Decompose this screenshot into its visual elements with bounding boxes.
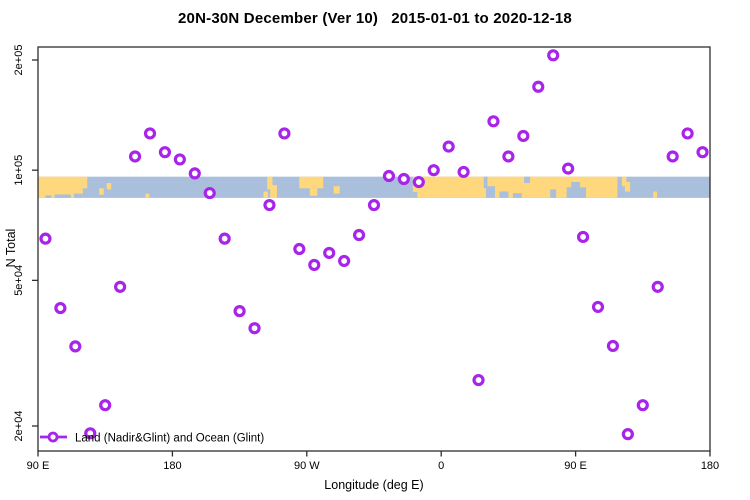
chart-title: 20N-30N December (Ver 10) 2015-01-01 to …	[178, 10, 572, 27]
map-band-land-segment	[412, 176, 618, 198]
data-point	[412, 175, 425, 189]
map-band-land-segment	[99, 188, 104, 195]
data-point	[99, 399, 112, 412]
map-band-ocean-cutout	[499, 191, 509, 198]
y-tick-label: 2e+04	[13, 411, 25, 442]
y-tick-label: 2e+05	[13, 45, 25, 76]
data-point	[442, 140, 455, 153]
data-point	[382, 169, 396, 183]
data-point	[69, 340, 82, 353]
data-point	[54, 301, 67, 315]
data-point	[367, 198, 381, 212]
data-point	[487, 115, 500, 128]
map-band-ocean-cutout	[571, 181, 581, 198]
map-band-land-segment	[106, 183, 112, 190]
map-band-ocean-cutout	[550, 189, 557, 198]
map-band-ocean-cutout	[512, 193, 522, 198]
map-band-ocean-cutout	[412, 191, 418, 198]
map-band-land-segment	[82, 176, 88, 189]
data-point	[576, 230, 590, 244]
data-point	[591, 300, 605, 314]
data-point	[621, 428, 634, 441]
map-band-ocean-cutout	[483, 176, 488, 189]
map-band-land-segment	[267, 176, 273, 190]
data-point	[39, 232, 52, 245]
data-point	[158, 146, 172, 159]
map-band-land-segment	[299, 176, 324, 189]
map-band-land-segment	[38, 176, 83, 198]
data-point	[233, 305, 246, 318]
data-point	[173, 153, 186, 166]
y-tick-label: 1e+05	[13, 155, 25, 186]
data-point	[517, 129, 530, 143]
data-point	[651, 280, 664, 293]
data-point	[562, 162, 575, 175]
data-point	[293, 242, 306, 256]
data-point	[263, 198, 276, 212]
data-point	[457, 165, 470, 179]
map-band-land-segment	[145, 193, 150, 198]
x-tick-label: 180	[163, 460, 181, 472]
map-band-land-segment	[333, 186, 340, 194]
data-point	[248, 322, 261, 335]
data-point	[203, 186, 216, 200]
data-point	[547, 49, 560, 62]
data-point	[532, 80, 545, 93]
data-point	[188, 167, 201, 180]
y-tick-label: 5e+04	[13, 265, 25, 296]
data-point	[502, 150, 515, 163]
data-point	[114, 280, 127, 293]
map-band-land-segment	[653, 191, 657, 198]
x-tick-label: 90 E	[564, 460, 587, 472]
data-point	[606, 339, 620, 353]
data-point	[338, 254, 351, 268]
legend-marker-icon	[47, 431, 59, 443]
plot-frame	[37, 46, 711, 452]
map-band-land-segment	[270, 185, 277, 198]
data-point	[681, 127, 694, 140]
data-point	[666, 150, 679, 163]
map-band-ocean-cutout	[45, 195, 52, 198]
data-point	[323, 246, 336, 260]
map-band-ocean-cutout	[54, 194, 71, 198]
map-band-land-segment	[309, 188, 318, 196]
x-tick-label: 90 W	[294, 460, 320, 472]
data-point	[472, 373, 485, 387]
map-band-ocean-cutout	[486, 186, 495, 198]
legend-label: Land (Nadir&Glint) and Ocean (Glint)	[75, 433, 264, 445]
map-band-ocean-cutout	[73, 193, 83, 198]
x-tick-label: 180	[701, 460, 719, 472]
x-axis-label: Longitude (deg E)	[324, 478, 424, 492]
data-point	[352, 228, 366, 242]
map-band-land-segment	[263, 191, 268, 198]
data-point	[636, 399, 649, 412]
map-band-land-segment	[624, 181, 631, 192]
data-point	[278, 127, 291, 140]
x-tick-label: 90 E	[27, 460, 50, 472]
x-tick-label: 0	[438, 460, 444, 472]
data-point	[143, 127, 157, 140]
data-point	[308, 258, 321, 272]
data-point	[84, 427, 97, 440]
data-point	[397, 172, 410, 186]
data-point	[427, 164, 440, 177]
map-band-ocean-cutout	[524, 176, 531, 184]
data-point	[218, 232, 231, 245]
map-band-land-segment	[621, 176, 627, 187]
data-point	[128, 150, 142, 163]
data-point	[696, 146, 709, 159]
